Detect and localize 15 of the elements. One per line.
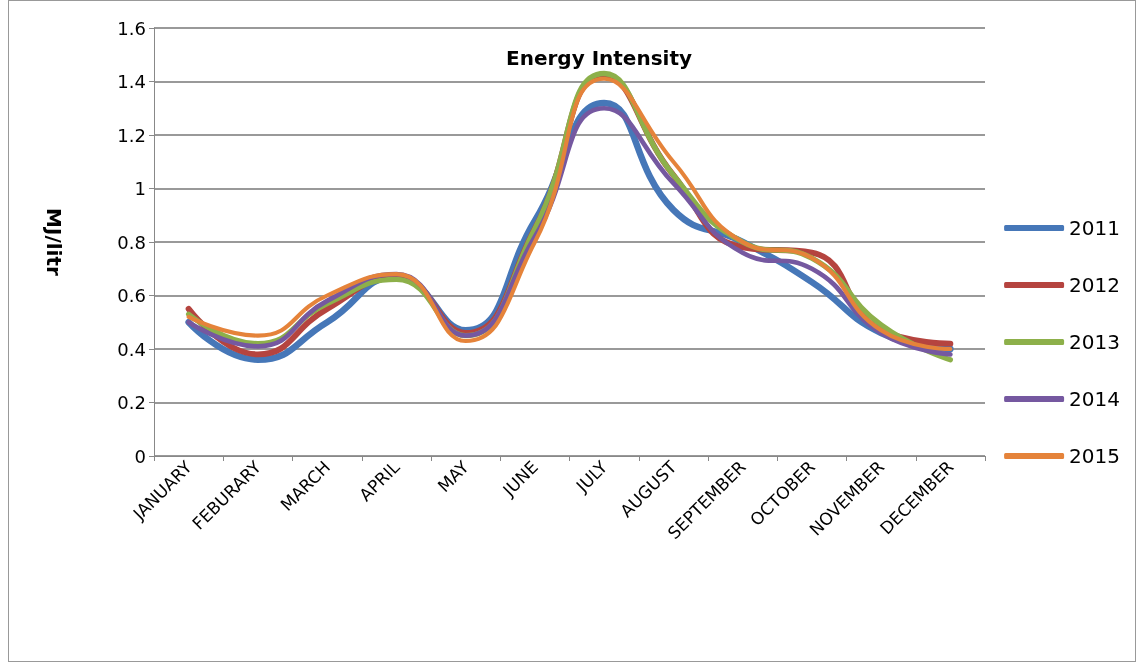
legend-label: 2012 [1069, 273, 1121, 297]
y-axis-title: MJ/litr [42, 208, 66, 277]
y-tick-label: 1.2 [117, 124, 146, 146]
text: Energy Intensity [505, 46, 693, 70]
legend-label: 2011 [1069, 216, 1121, 240]
y-tick-label: 0.8 [117, 231, 146, 253]
y-tick-label: 1.6 [117, 17, 146, 39]
legend-label: 2015 [1069, 444, 1121, 468]
y-tick-label: 0.6 [117, 285, 146, 306]
legend-label: 2014 [1069, 387, 1121, 411]
y-tick-label: 1.4 [117, 71, 146, 92]
legend-label: 2013 [1069, 330, 1121, 354]
y-tick-label: 0.2 [117, 392, 146, 413]
y-tick-label: 0.4 [117, 338, 146, 360]
y-tick-label: 1 [134, 178, 146, 199]
